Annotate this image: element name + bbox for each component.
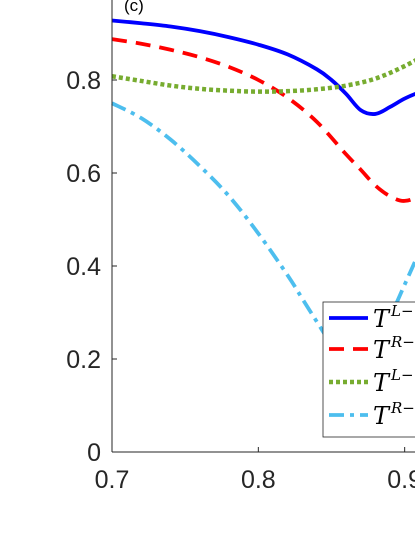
legend-box xyxy=(322,301,415,438)
legend-superscript-4: R− xyxy=(390,399,415,417)
legend-superscript-1: L− xyxy=(390,302,414,320)
legend-superscript-2: R− xyxy=(390,333,415,351)
series-line-3 xyxy=(111,58,415,94)
x-tick-label: 0.8 xyxy=(241,466,276,494)
legend-label-4: T xyxy=(373,402,391,430)
axes: 0.7 0.8 0.9 0 0.2 0.4 0.6 0.8 xyxy=(66,0,415,494)
legend: T L−T R−T L−T R− xyxy=(322,301,415,438)
x-tick-label: 0.9 xyxy=(387,466,415,494)
legend-label-3: T xyxy=(373,369,391,397)
legend-label-2: T xyxy=(373,336,391,364)
series-line-1 xyxy=(111,18,415,116)
y-tick-label: 0.4 xyxy=(66,253,101,281)
panel-label: (c) xyxy=(124,0,144,15)
y-tick-label: 0.8 xyxy=(66,67,101,95)
y-tick-label: 0.2 xyxy=(66,346,101,374)
plot-lines xyxy=(111,18,415,364)
y-tick-label: 0 xyxy=(87,439,101,467)
legend-label-1: T xyxy=(373,305,391,333)
y-tick-label: 0.6 xyxy=(66,160,101,188)
legend-superscript-3: L− xyxy=(390,366,414,384)
series-line-4 xyxy=(111,101,415,364)
series-line-2 xyxy=(111,37,415,203)
x-tick-label: 0.7 xyxy=(95,466,130,494)
